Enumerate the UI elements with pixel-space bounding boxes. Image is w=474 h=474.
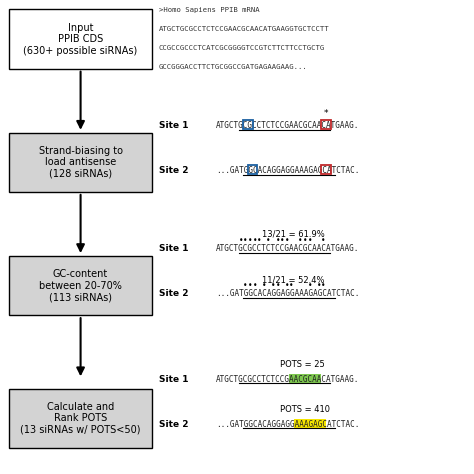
Text: •: • <box>321 281 326 290</box>
Text: ...GATGGCACAGGAGGAAAGAGCATCTAC.: ...GATGGCACAGGAGGAAAGAGCATCTAC. <box>216 419 359 428</box>
Text: •: • <box>239 236 243 245</box>
Text: POTS = 25: POTS = 25 <box>280 360 325 369</box>
FancyBboxPatch shape <box>9 9 152 69</box>
Text: Site 1: Site 1 <box>159 374 188 383</box>
Text: •: • <box>253 281 257 290</box>
Text: •: • <box>321 236 326 245</box>
Text: GC-content
between 20-70%
(113 siRNAs): GC-content between 20-70% (113 siRNAs) <box>39 269 122 302</box>
Bar <box>243 120 253 129</box>
Text: ATGCTGCGCCTCTCCGAACGCAACATGAAG.: ATGCTGCGCCTCTCCGAACGCAACATGAAG. <box>216 374 359 383</box>
Text: *: * <box>324 109 328 118</box>
Text: GCCGGGACCTTCTGCGGCCGATGAGAAGAAG...: GCCGGGACCTTCTGCGGCCGATGAGAAGAAG... <box>159 64 308 70</box>
Text: ...GATGGCACAGGAGGAAAGAGCATCTAC.: ...GATGGCACAGGAGGAAAGAGCATCTAC. <box>216 166 359 175</box>
Text: •: • <box>289 281 294 290</box>
Text: •: • <box>262 281 266 290</box>
Text: •: • <box>266 236 271 245</box>
Text: •: • <box>275 236 280 245</box>
Text: •: • <box>243 281 248 290</box>
Bar <box>294 419 326 428</box>
Text: •: • <box>298 236 303 245</box>
FancyBboxPatch shape <box>9 389 152 448</box>
Text: •: • <box>317 281 321 290</box>
Bar <box>247 165 257 174</box>
Text: POTS = 410: POTS = 410 <box>280 405 330 414</box>
FancyBboxPatch shape <box>9 133 152 192</box>
Text: •: • <box>257 236 262 245</box>
Text: Site 1: Site 1 <box>159 244 188 253</box>
Text: •: • <box>253 236 257 245</box>
Text: Site 2: Site 2 <box>159 419 188 428</box>
Bar <box>289 374 321 383</box>
Text: •: • <box>280 236 284 245</box>
Text: •: • <box>248 281 252 290</box>
Text: •: • <box>248 236 252 245</box>
Text: Calculate and
Rank POTS
(13 siRNAs w/ POTS<50): Calculate and Rank POTS (13 siRNAs w/ PO… <box>20 401 141 435</box>
Text: ATGCTGCGCCTCTCCGAACGCAACATGAAG.: ATGCTGCGCCTCTCCGAACGCAACATGAAG. <box>216 244 359 253</box>
Bar <box>321 165 331 174</box>
Text: Site 2: Site 2 <box>159 166 188 175</box>
Text: •: • <box>308 236 312 245</box>
Text: •: • <box>308 281 312 290</box>
FancyBboxPatch shape <box>9 256 152 315</box>
Text: Site 2: Site 2 <box>159 289 188 298</box>
Text: •: • <box>275 281 280 290</box>
Text: ATGCTGCGCCTCTCCGAACGCAACATGAAGGTGCTCCTT: ATGCTGCGCCTCTCCGAACGCAACATGAAGGTGCTCCTT <box>159 26 329 32</box>
Text: •: • <box>271 281 275 290</box>
Text: >Homo Sapiens PPIB mRNA: >Homo Sapiens PPIB mRNA <box>159 7 259 13</box>
Bar <box>321 120 331 129</box>
Text: •: • <box>284 281 289 290</box>
Text: •: • <box>284 236 289 245</box>
Text: •: • <box>243 236 248 245</box>
Text: Input
PPIB CDS
(630+ possible siRNAs): Input PPIB CDS (630+ possible siRNAs) <box>23 22 138 56</box>
Text: 13/21 = 61.9%: 13/21 = 61.9% <box>262 230 324 239</box>
Text: ATGCTGCGCCTCTCCGAACGCAACATGAAG.: ATGCTGCGCCTCTCCGAACGCAACATGAAG. <box>216 121 359 130</box>
Text: 11/21 = 52.4%: 11/21 = 52.4% <box>262 275 324 284</box>
Text: •: • <box>303 236 308 245</box>
Text: Site 1: Site 1 <box>159 121 188 130</box>
Text: ...GATGGCACAGGAGGAAAGAGCATCTAC.: ...GATGGCACAGGAGGAAAGAGCATCTAC. <box>216 289 359 298</box>
Text: Strand-biasing to
load antisense
(128 siRNAs): Strand-biasing to load antisense (128 si… <box>38 146 123 179</box>
Text: CCGCCGCCCTCATCGCGGGGTCCGTCTTCTTCCTGCTG: CCGCCGCCCTCATCGCGGGGTCCGTCTTCTTCCTGCTG <box>159 45 325 51</box>
